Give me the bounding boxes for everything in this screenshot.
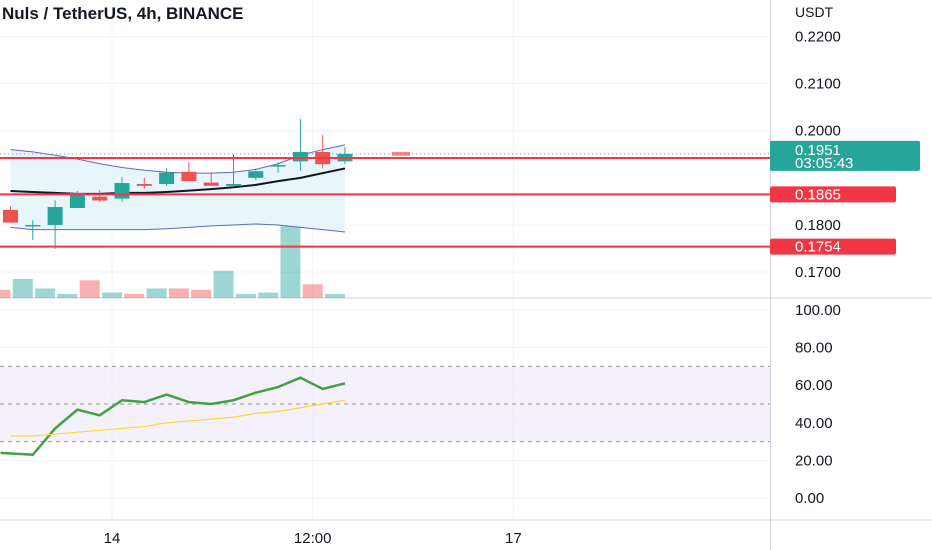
price-tick-label: 0.2200	[795, 28, 841, 45]
price-tick-label: 0.2100	[795, 76, 841, 93]
band-fill	[10, 144, 345, 233]
volume-bar	[146, 288, 167, 298]
volume-bar	[325, 293, 345, 298]
volume-bar	[57, 293, 78, 298]
price-tick-label: 0.2000	[795, 123, 841, 140]
volume-bar	[302, 284, 323, 298]
oscillator-panel[interactable]: 100.00 80.00 60.00 40.00 20.00 0.00 14 12:00 17	[0, 302, 841, 547]
volume-bar	[0, 289, 11, 298]
candle-body	[136, 183, 152, 186]
oscillator-series-line	[0, 376, 346, 457]
candle-body	[92, 196, 108, 201]
time-tick-label: 12:00	[294, 530, 332, 547]
volume-bar	[258, 292, 279, 298]
candle-body	[47, 207, 63, 225]
lower-band-line	[10, 223, 346, 233]
price-level-label: 0.1865	[795, 186, 841, 203]
volume-bar	[280, 225, 301, 298]
oscillator-tick-label: 100.00	[795, 302, 841, 319]
candle-body	[270, 165, 286, 167]
oscillator-tick-label: 60.00	[795, 377, 833, 394]
last-price-tag	[770, 140, 920, 171]
candle-body	[292, 151, 308, 162]
oscillator-tick-label: 40.00	[795, 415, 833, 432]
time-tick-label: 14	[104, 530, 121, 547]
volume-bar	[191, 289, 212, 298]
countdown-label: 03:05:43	[795, 155, 853, 172]
volume-bar	[213, 270, 234, 298]
oscillator-series-line	[10, 399, 346, 437]
candle-body	[3, 209, 18, 223]
volume-bar	[79, 280, 100, 298]
oscillator-tick-label: 20.00	[795, 452, 833, 469]
candle-body	[226, 183, 241, 186]
candle-body	[69, 192, 85, 209]
time-tick-label: 17	[505, 530, 522, 547]
currency-label: USDT	[795, 4, 834, 20]
candle-body	[159, 172, 175, 184]
candle-body	[25, 224, 41, 227]
last-price-label: 0.1951	[795, 142, 841, 159]
oscillator-tick-label: 0.00	[795, 490, 824, 507]
volume-bar	[235, 293, 256, 298]
volume-bar	[124, 293, 145, 298]
volume-bar	[168, 288, 189, 298]
volume-bar	[102, 292, 122, 298]
price-panel[interactable]: 0.22000.21000.20000.18000.17000.19420.18…	[0, 28, 920, 298]
candle-body	[181, 171, 197, 182]
candle-body	[248, 171, 264, 178]
volume-bar	[35, 288, 56, 298]
price-tick-label: 0.1800	[795, 217, 841, 234]
candle-body	[203, 182, 219, 186]
price-level-tag	[770, 186, 896, 203]
price-level-label: 0.1754	[795, 239, 841, 256]
volume-bar	[12, 278, 33, 298]
price-level-tag	[770, 238, 896, 255]
chart-title: Nuls / TetherUS, 4h, BINANCE	[2, 4, 244, 23]
projection-marker	[392, 151, 410, 156]
candle-body	[114, 183, 130, 199]
price-tick-label: 0.1700	[795, 264, 841, 281]
oscillator-tick-label: 80.00	[795, 340, 833, 357]
